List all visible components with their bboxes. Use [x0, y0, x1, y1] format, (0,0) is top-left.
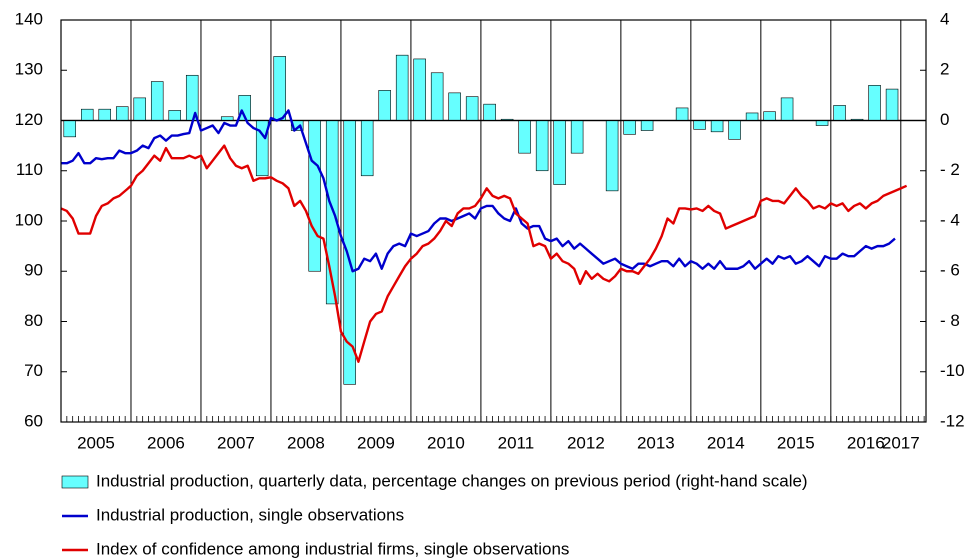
bar — [535, 120, 549, 172]
x-tick-label: 2012 — [567, 433, 605, 452]
y2-tick-label: - 8 — [940, 311, 960, 330]
bar — [815, 120, 829, 126]
bar — [133, 97, 146, 121]
bar — [745, 112, 759, 121]
x-tick-label: 2010 — [427, 433, 465, 452]
y-tick-label: 60 — [24, 411, 43, 430]
x-tick-label: 2011 — [498, 433, 535, 452]
x-tick-label: 2005 — [77, 433, 115, 452]
legend-swatch — [61, 475, 89, 489]
bar — [710, 120, 724, 133]
y-tick-label: 140 — [15, 9, 43, 28]
bar — [885, 88, 899, 121]
x-tick-label: 2016 — [847, 433, 885, 452]
bar — [378, 90, 391, 121]
x-tick-label: 2013 — [637, 433, 675, 452]
x-tick-label: 2006 — [147, 433, 185, 452]
bar — [448, 92, 461, 121]
y-tick-label: 120 — [15, 110, 43, 129]
y-tick-label: 90 — [24, 261, 43, 280]
bar — [570, 120, 584, 154]
y-tick-label: 80 — [24, 311, 43, 330]
bar — [675, 107, 689, 121]
bar — [868, 85, 881, 121]
y2-tick-label: - 6 — [940, 261, 960, 280]
y2-tick-label: - 2 — [940, 160, 960, 179]
bar — [413, 58, 426, 121]
bar — [395, 54, 409, 121]
y-tick-label: 130 — [15, 60, 43, 79]
legend-label: Index of confidence among industrial fir… — [96, 539, 569, 558]
bar — [780, 97, 794, 121]
legend-label: Industrial production, quarterly data, p… — [96, 471, 808, 490]
x-tick-label: 2014 — [707, 433, 745, 452]
x-tick-label: 2007 — [217, 433, 255, 452]
y-tick-label: 100 — [15, 210, 43, 229]
bar — [623, 120, 636, 135]
bar — [273, 56, 286, 121]
y-tick-label: 70 — [24, 361, 43, 380]
bar — [728, 120, 741, 140]
y2-tick-label: -12 — [940, 411, 965, 430]
bar — [168, 110, 181, 121]
bar — [763, 111, 776, 121]
bar — [115, 106, 129, 121]
bar — [833, 105, 846, 121]
x-tick-label: 2017 — [882, 433, 920, 452]
bar — [80, 108, 94, 121]
plot-frame — [60, 19, 927, 423]
y2-tick-label: 0 — [940, 110, 949, 129]
bar — [430, 72, 444, 121]
x-tick-label: 2008 — [287, 433, 325, 452]
bar — [360, 120, 374, 177]
bar — [483, 103, 496, 121]
bar — [98, 108, 111, 121]
bar — [640, 120, 654, 131]
y2-tick-label: 2 — [940, 60, 949, 79]
bar — [553, 120, 566, 185]
bar — [63, 120, 76, 138]
y2-tick-label: -10 — [940, 361, 965, 380]
bar — [308, 120, 321, 272]
bar — [465, 96, 479, 121]
line — [60, 144, 908, 363]
y-tick-label: 110 — [16, 160, 43, 179]
legend-label: Industrial production, single observatio… — [96, 505, 404, 524]
y2-tick-label: - 4 — [940, 210, 960, 229]
bar — [518, 120, 531, 154]
y2-tick-label: 4 — [940, 9, 949, 28]
x-tick-label: 2009 — [357, 433, 395, 452]
bar — [150, 81, 164, 121]
bar — [693, 120, 706, 130]
bar — [605, 120, 619, 192]
x-tick-label: 2015 — [777, 433, 815, 452]
line — [61, 109, 896, 273]
